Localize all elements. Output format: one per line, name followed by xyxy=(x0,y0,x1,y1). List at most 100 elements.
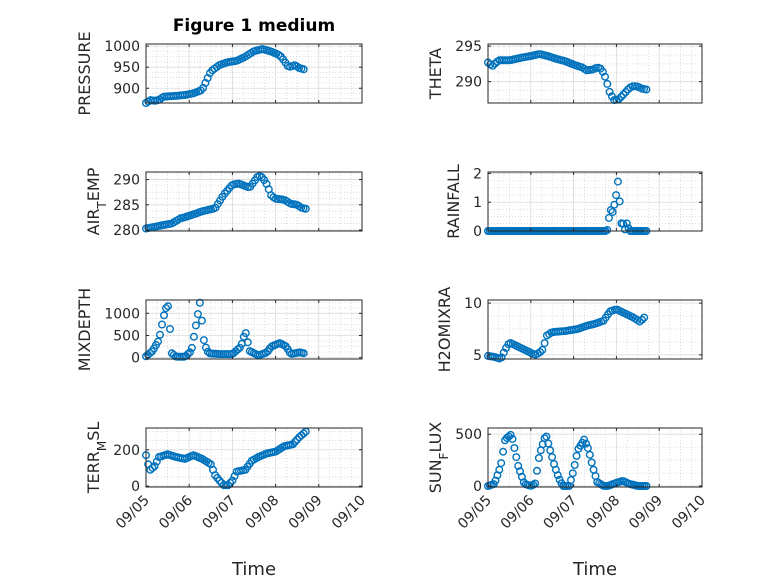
data-point xyxy=(145,349,154,358)
data-point xyxy=(153,337,162,346)
y-tick-label: 0 xyxy=(131,351,140,367)
data-point xyxy=(293,435,302,444)
data-point xyxy=(605,213,614,222)
data-point xyxy=(299,65,308,74)
x-tick-label: 09/05 xyxy=(455,493,495,533)
x-tick-label: 09/06 xyxy=(498,492,538,532)
data-point xyxy=(499,348,508,357)
data-point xyxy=(587,458,596,467)
x-tick-label: 09/09 xyxy=(626,493,666,533)
data-series xyxy=(141,172,310,233)
x-tick-label: 09/05 xyxy=(113,493,153,533)
y-tick-label: 1 xyxy=(473,195,482,211)
subplot-theta: 290 295 THETA xyxy=(426,39,703,105)
data-point xyxy=(538,345,547,354)
data-point xyxy=(499,447,508,456)
axes-box xyxy=(145,299,363,360)
data-point xyxy=(235,343,244,352)
y-tick-label: 290 xyxy=(455,75,482,91)
data-point xyxy=(508,434,517,443)
x-tick-label: 09/08 xyxy=(243,493,283,533)
data-point xyxy=(191,321,200,330)
y-tick-label: 2 xyxy=(473,166,482,182)
subplot-sun-flux: 09/05 09/06 09/07 09/08 09/09 09/10 0 500SUNFLU… xyxy=(426,422,709,580)
data-point xyxy=(615,197,624,206)
data-series xyxy=(141,427,310,490)
x-tick-label: 09/09 xyxy=(286,493,326,533)
data-point xyxy=(201,343,210,352)
y-tick-label: 0 xyxy=(473,479,482,495)
y-axis-label: THETA xyxy=(426,48,445,100)
data-series xyxy=(141,298,308,361)
data-point xyxy=(582,439,591,448)
data-point xyxy=(193,310,202,319)
data-point xyxy=(241,329,250,338)
subplot-terr-msl: 09/05 09/06 09/07 09/08 09/09 09/10 0 200TERRMS… xyxy=(84,422,369,580)
x-tick-label: 09/10 xyxy=(669,493,709,533)
data-point xyxy=(163,302,172,311)
data-point xyxy=(567,476,576,485)
x-axis-label: Time xyxy=(231,559,276,580)
data-point xyxy=(301,204,310,213)
data-point xyxy=(614,95,623,104)
data-point xyxy=(510,444,519,453)
data-series xyxy=(141,45,308,107)
y-axis-label: MIXDEPTH xyxy=(75,288,94,371)
y-axis-label: RAINFALL xyxy=(444,164,463,239)
data-point xyxy=(542,432,551,441)
x-tick-label: 09/07 xyxy=(541,493,581,533)
y-tick-label: 0 xyxy=(131,479,140,495)
data-point xyxy=(155,330,164,339)
data-point xyxy=(601,72,610,81)
data-point xyxy=(161,304,170,313)
y-tick-label: 200 xyxy=(113,443,140,459)
data-point xyxy=(512,453,521,462)
subplot-rainfall: 0 1 2 RAINFALL xyxy=(444,164,703,240)
x-tick-label: 09/08 xyxy=(583,493,623,533)
x-tick-label: 09/06 xyxy=(156,492,196,532)
y-tick-label: 10 xyxy=(464,296,482,312)
y-tick-label: 285 xyxy=(113,198,140,214)
data-series xyxy=(484,430,651,491)
axes-box xyxy=(145,427,363,488)
data-point xyxy=(187,343,196,352)
data-point xyxy=(488,61,497,70)
data-point xyxy=(536,348,545,357)
data-point xyxy=(291,437,300,446)
data-point xyxy=(540,339,549,348)
y-tick-label: 0 xyxy=(473,224,482,240)
axes-box xyxy=(487,427,703,488)
data-point xyxy=(199,336,208,345)
x-axis-label: Time xyxy=(572,559,617,580)
axes-background xyxy=(488,44,702,103)
data-point xyxy=(612,191,621,200)
y-tick-label: 290 xyxy=(113,173,140,189)
data-point xyxy=(506,430,515,439)
data-point xyxy=(622,219,631,228)
data-point xyxy=(299,349,308,358)
data-point xyxy=(159,311,168,320)
data-point xyxy=(603,79,612,88)
axes-box xyxy=(145,171,363,232)
data-point xyxy=(585,450,594,459)
subplot-h2omixra: 5 10 H2OMIXRA xyxy=(435,287,703,372)
data-point xyxy=(570,461,579,470)
data-point xyxy=(228,476,237,485)
subplot-pressure: 900 950 1000 PRESSURE xyxy=(75,31,363,116)
axes-box xyxy=(487,171,703,232)
data-point xyxy=(642,482,651,491)
data-point xyxy=(548,453,557,462)
data-point xyxy=(568,469,577,478)
data-point xyxy=(533,466,542,475)
y-tick-label: 1000 xyxy=(104,306,140,322)
data-point xyxy=(183,350,192,359)
data-point xyxy=(540,434,549,443)
data-point xyxy=(572,451,581,460)
data-point xyxy=(299,429,308,438)
y-tick-label: 950 xyxy=(113,60,140,76)
data-point xyxy=(230,472,239,481)
axes-background xyxy=(488,172,702,231)
